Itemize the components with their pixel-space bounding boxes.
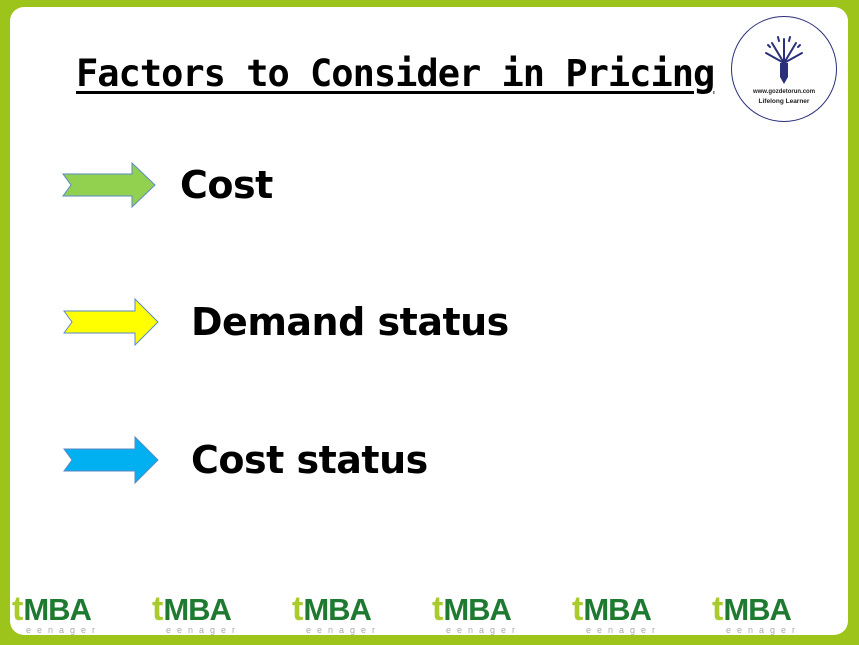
arrow-right-icon — [62, 162, 156, 208]
brand-mba: MBA — [303, 592, 372, 627]
tmba-logo: t MBA eenager — [292, 590, 407, 635]
brand-sub: eenager — [726, 625, 802, 635]
footer-brand-strip: t MBA eenager t MBA eenager t MBA eenager t MBA… — [12, 590, 827, 635]
brand-mba: MBA — [23, 592, 92, 627]
pencil-tree-icon — [765, 36, 803, 84]
logo-tagline: Lifelong Learner — [758, 98, 810, 105]
tmba-logo: t MBA eenager — [12, 590, 127, 635]
factor-label: Cost status — [191, 438, 428, 482]
brand-mba: MBA — [163, 592, 232, 627]
arrow-right-icon — [63, 436, 159, 484]
brand-sub: eenager — [26, 625, 102, 635]
brand-sub: eenager — [586, 625, 662, 635]
tmba-logo: t MBA eenager — [712, 590, 827, 635]
brand-t: t — [572, 590, 584, 628]
factor-cost: Cost — [62, 162, 273, 208]
logo-url: www.gozdetorun.com — [752, 89, 816, 95]
slide-title: Factors to Consider in Pricing — [76, 52, 715, 95]
factor-demand-status: Demand status — [63, 298, 509, 346]
factor-cost-status: Cost status — [63, 436, 428, 484]
brand-t: t — [292, 590, 304, 628]
brand-t: t — [712, 590, 724, 628]
brand-sub: eenager — [306, 625, 382, 635]
brand-t: t — [152, 590, 164, 628]
gozdetorun-logo: www.gozdetorun.com Lifelong Learner — [731, 16, 837, 122]
brand-mba: MBA — [443, 592, 512, 627]
brand-sub: eenager — [446, 625, 522, 635]
tmba-logo: t MBA eenager — [152, 590, 267, 635]
factor-label: Cost — [180, 163, 273, 207]
brand-mba: MBA — [583, 592, 652, 627]
brand-sub: eenager — [166, 625, 242, 635]
tmba-logo: t MBA eenager — [432, 590, 547, 635]
tmba-logo: t MBA eenager — [572, 590, 687, 635]
brand-t: t — [432, 590, 444, 628]
arrow-right-icon — [63, 298, 159, 346]
brand-t: t — [12, 590, 24, 628]
factor-label: Demand status — [191, 300, 509, 344]
brand-mba: MBA — [723, 592, 792, 627]
